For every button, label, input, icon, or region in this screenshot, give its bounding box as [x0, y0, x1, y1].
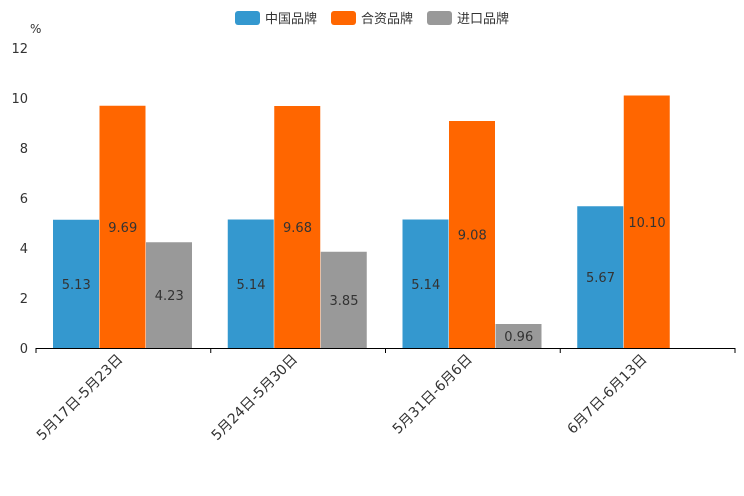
x-tick-label: 6月7日-6月13日: [564, 352, 650, 438]
legend-label-china-brand: 中国品牌: [264, 12, 317, 27]
x-tick-label: 5月17日-5月23日: [34, 352, 126, 444]
bar-2-0: [146, 242, 192, 348]
data-label: 5.13: [62, 278, 91, 293]
data-label: 5.14: [411, 278, 440, 293]
legend-label-imported-brand: 进口品牌: [457, 12, 510, 27]
x-tick-label: 5月24日-5月30日: [209, 352, 301, 444]
legend-item-china-brand[interactable]: 中国品牌: [234, 8, 317, 27]
bar-0-3: [577, 206, 624, 348]
y-tick-label: 4: [20, 242, 28, 257]
chart-legend: 中国品牌 合资品牌 进口品牌: [0, 8, 744, 27]
bar-1-2: [449, 121, 495, 348]
legend-label-joint-venture-brand: 合资品牌: [360, 12, 413, 27]
bar-1-0: [99, 105, 146, 348]
y-axis-unit: %: [30, 22, 42, 36]
y-tick-label: 0: [20, 342, 28, 357]
x-tick-label: 5月31日-6月6日: [390, 352, 476, 438]
y-tick-label: 8: [20, 142, 28, 157]
data-label: 4.23: [155, 289, 184, 304]
y-tick-label: 12: [11, 42, 28, 57]
y-tick-label: 10: [11, 92, 28, 107]
bar-0-1: [227, 219, 274, 348]
data-label: 5.67: [586, 271, 615, 286]
bar-1-1: [274, 106, 321, 348]
legend-swatch-imported-brand: [427, 10, 452, 25]
data-label: 9.69: [108, 221, 137, 236]
data-label: 3.85: [330, 294, 359, 309]
legend-item-joint-venture-brand[interactable]: 合资品牌: [330, 8, 413, 27]
bar-0-0: [53, 219, 99, 348]
data-label: 5.14: [237, 278, 266, 293]
bar-0-2: [402, 219, 449, 348]
y-tick-label: 6: [20, 192, 28, 207]
legend-swatch-china-brand: [234, 10, 260, 25]
data-label: 0.96: [504, 330, 533, 345]
y-tick-label: 2: [20, 292, 28, 307]
bar-2-1: [320, 251, 367, 348]
bar-1-3: [623, 95, 670, 348]
data-label: 9.68: [283, 221, 312, 236]
legend-item-imported-brand[interactable]: 进口品牌: [427, 8, 509, 27]
data-label: 9.08: [458, 229, 487, 244]
data-label: 10.10: [628, 216, 665, 231]
legend-swatch-joint-venture-brand: [330, 10, 356, 25]
bar-2-2: [495, 324, 542, 348]
